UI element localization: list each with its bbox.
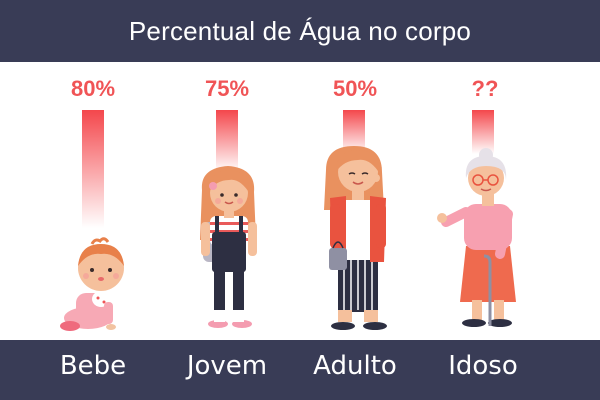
young-percentage: 75% [204, 76, 250, 101]
young-water-bar [216, 110, 238, 172]
baby-figure [60, 237, 124, 331]
baby-water-bar [82, 110, 104, 228]
adult-percentage: 50% [332, 76, 378, 101]
young-figure [200, 166, 257, 328]
adult-water-bar [343, 110, 365, 154]
water-bars [82, 110, 494, 228]
label-adulto: Adulto [313, 351, 397, 381]
baby-percentage: 80% [70, 76, 116, 101]
elderly-percentage: ?? [471, 76, 499, 101]
label-jovem: Jovem [186, 351, 268, 381]
adult-figure [324, 146, 387, 330]
label-idoso: Idoso [448, 351, 518, 381]
label-bebe: Bebe [59, 351, 127, 381]
title-banner: Percentual de Água no corpo [0, 0, 600, 62]
page-title: Percentual de Água no corpo [128, 15, 472, 46]
footer-band [0, 340, 600, 400]
elderly-figure [437, 148, 516, 327]
elderly-water-bar [472, 110, 494, 154]
